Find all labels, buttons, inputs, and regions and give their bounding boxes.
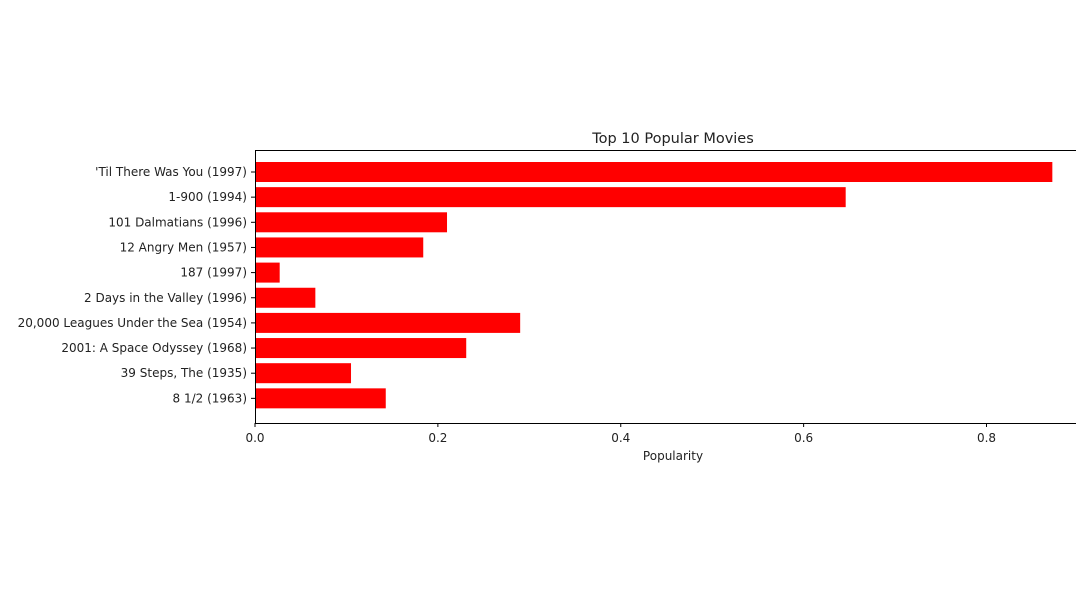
bar [255, 162, 1053, 182]
bar [255, 262, 280, 283]
bar [255, 187, 846, 208]
bar [255, 388, 386, 409]
y-axis-ticks: 'Til There Was You (1997) 1-900 (1994) 101… [18, 165, 255, 405]
y-tick-label: 20,000 Leagues Under the Sea (1954) [18, 316, 247, 330]
x-axis-ticks: 0.0 0.2 0.4 0.6 0.8 [245, 423, 996, 445]
x-axis-label: Popularity [643, 449, 703, 463]
y-tick-label: 8 1/2 (1963) [173, 391, 247, 405]
x-tick-label: 0.4 [611, 431, 630, 445]
x-tick-label: 0.2 [428, 431, 447, 445]
y-tick-label: 101 Dalmatians (1996) [108, 215, 247, 229]
y-tick-label: 1-900 (1994) [168, 190, 247, 204]
y-tick-label: 2 Days in the Valley (1996) [84, 291, 247, 305]
bars [255, 162, 1053, 409]
chart-title: Top 10 Popular Movies [591, 131, 754, 147]
bar [255, 312, 521, 333]
x-tick-label: 0.8 [977, 431, 996, 445]
bar [255, 363, 352, 384]
y-tick-label: 187 (1997) [180, 266, 247, 280]
x-tick-label: 0.6 [794, 431, 813, 445]
y-tick-label: 2001: A Space Odyssey (1968) [61, 341, 247, 355]
y-tick-label: 'Til There Was You (1997) [95, 165, 247, 179]
x-tick-label: 0.0 [245, 431, 264, 445]
bar [255, 212, 448, 233]
bar [255, 338, 467, 359]
y-tick-label: 39 Steps, The (1935) [121, 366, 247, 380]
bar [255, 237, 424, 258]
y-tick-label: 12 Angry Men (1957) [120, 240, 247, 254]
bar [255, 287, 316, 308]
